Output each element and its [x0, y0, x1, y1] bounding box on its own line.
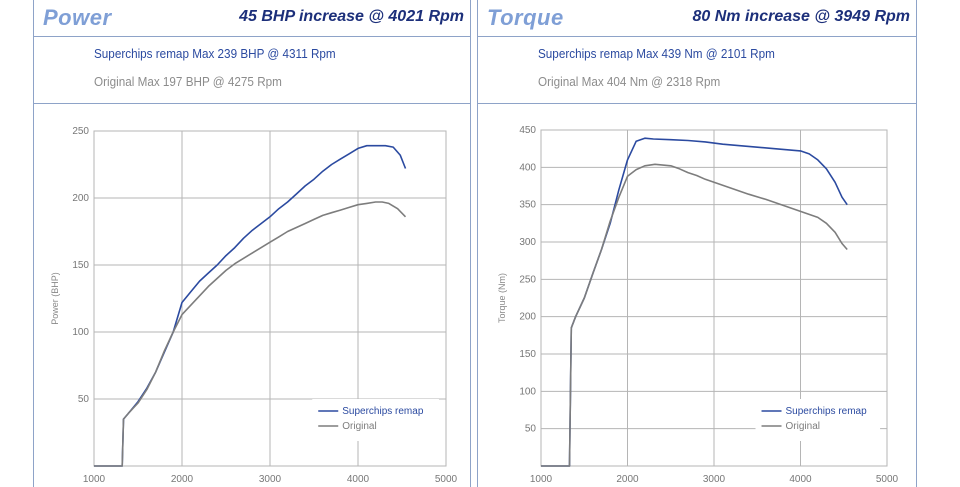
y-tick-label: 450 — [519, 125, 536, 136]
power-original-summary: Original Max 197 BHP @ 4275 Rpm — [94, 74, 282, 89]
y-tick-label: 250 — [519, 274, 536, 285]
series-line-original — [541, 163, 848, 467]
power-header: Power 45 BHP increase @ 4021 Rpm — [34, 0, 470, 37]
y-tick-label: 400 — [519, 162, 536, 173]
y-tick-label: 100 — [519, 386, 536, 397]
x-tick-label: 1000 — [530, 474, 553, 485]
y-axis-label: Power (BHP) — [50, 272, 60, 325]
torque-summary: Superchips remap Max 439 Nm @ 2101 Rpm O… — [478, 37, 916, 104]
x-tick-label: 1000 — [83, 474, 106, 485]
torque-panel: Torque 80 Nm increase @ 3949 Rpm Superch… — [477, 0, 917, 487]
legend-box — [755, 399, 881, 441]
legend-label-remap: Superchips remap — [786, 406, 868, 417]
legend-box — [312, 399, 439, 441]
torque-header: Torque 80 Nm increase @ 3949 Rpm — [478, 0, 916, 37]
y-tick-label: 100 — [72, 327, 89, 338]
y-tick-label: 300 — [519, 237, 536, 248]
y-tick-label: 200 — [519, 312, 536, 323]
y-tick-label: 250 — [72, 126, 89, 137]
y-axis-label: Torque (Nm) — [497, 273, 507, 323]
x-tick-label: 2000 — [171, 474, 194, 485]
series-line-original — [94, 201, 407, 467]
y-tick-label: 200 — [72, 193, 89, 204]
x-tick-label: 4000 — [789, 474, 812, 485]
torque-chart: 1000 2000 3000 4000 5000 50 100 150 200 250 300 350… — [497, 125, 899, 485]
legend-label-remap: Superchips remap — [342, 406, 424, 417]
power-increase-label: 45 BHP increase @ 4021 Rpm — [239, 8, 464, 25]
y-tick-label: 150 — [519, 349, 536, 360]
power-remap-summary: Superchips remap Max 239 BHP @ 4311 Rpm — [94, 46, 336, 61]
power-summary: Superchips remap Max 239 BHP @ 4311 Rpm … — [34, 37, 470, 104]
x-tick-label: 3000 — [259, 474, 282, 485]
torque-increase-label: 80 Nm increase @ 3949 Rpm — [692, 8, 911, 25]
x-tick-label: 3000 — [703, 474, 726, 485]
y-tick-label: 150 — [72, 260, 89, 271]
x-tick-label: 5000 — [435, 474, 458, 485]
x-tick-label: 5000 — [876, 474, 899, 485]
legend-label-original: Original — [786, 421, 820, 432]
legend-label-original: Original — [342, 421, 376, 432]
power-chart: 1000 2000 3000 4000 5000 50 100 150 200 250 Power … — [50, 126, 458, 485]
torque-original-summary: Original Max 404 Nm @ 2318 Rpm — [538, 74, 721, 89]
x-tick-label: 4000 — [347, 474, 370, 485]
torque-remap-summary: Superchips remap Max 439 Nm @ 2101 Rpm — [538, 46, 775, 61]
x-tick-label: 2000 — [616, 474, 639, 485]
power-panel: Power 45 BHP increase @ 4021 Rpm Superch… — [33, 0, 471, 487]
power-title: Power — [43, 5, 112, 30]
y-tick-label: 350 — [519, 200, 536, 211]
torque-title: Torque — [487, 5, 564, 30]
y-tick-label: 50 — [525, 424, 537, 435]
y-tick-label: 50 — [78, 394, 90, 405]
